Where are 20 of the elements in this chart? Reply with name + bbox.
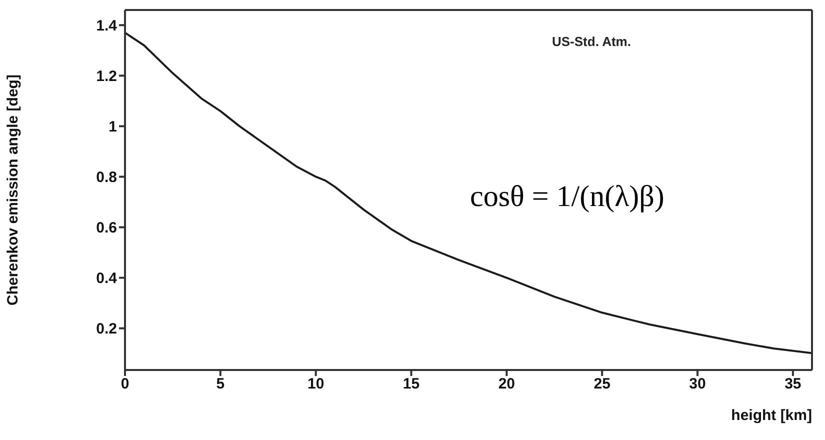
x-tick-label: 5 <box>216 376 225 393</box>
y-tick-label: 0.2 <box>96 320 117 338</box>
y-tick-label: 0.4 <box>96 270 118 288</box>
y-tick-label: 0.8 <box>96 169 117 186</box>
annotation: US-Std. Atm. <box>552 34 631 49</box>
x-tick-label: 35 <box>784 376 802 393</box>
y-tick-label: 1.2 <box>96 68 117 86</box>
x-tick-label: 10 <box>307 376 324 393</box>
y-tick-label: 1 <box>108 118 117 136</box>
x-axis-title: height [km] <box>731 407 812 424</box>
x-tick-label: 0 <box>120 376 130 393</box>
line-series <box>125 32 812 354</box>
y-axis-title: Cherenkov emission angle [deg] <box>4 74 22 306</box>
x-tick-label: 25 <box>594 376 610 393</box>
x-tick-label: 20 <box>498 376 516 393</box>
y-tick-label: 1.4 <box>96 17 118 34</box>
x-tick-label: 30 <box>689 376 706 393</box>
x-tick-label: 15 <box>402 376 420 393</box>
annotation: cosθ = 1/(n(λ)β) <box>470 180 664 214</box>
y-tick-label: 0.6 <box>96 220 117 237</box>
